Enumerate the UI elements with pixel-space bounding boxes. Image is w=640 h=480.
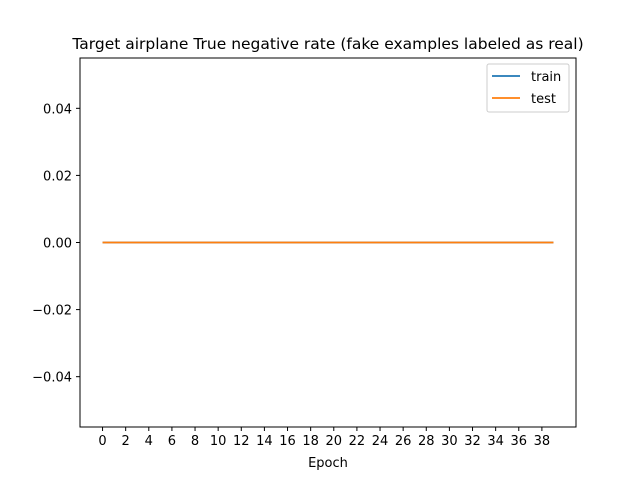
x-tick-label: 28 bbox=[418, 434, 435, 449]
x-tick-label: 26 bbox=[395, 434, 412, 449]
x-tick-label: 24 bbox=[372, 434, 389, 449]
x-tick-label: 4 bbox=[145, 434, 153, 449]
legend: train test bbox=[486, 63, 570, 113]
x-axis-ticks: 0 2 4 6 8 10 12 14 16 18 20 22 24 26 28 30 32 34 36 38 bbox=[98, 427, 550, 449]
chart-title: Target airplane True negative rate (fake… bbox=[71, 35, 583, 53]
y-tick-label: 0.04 bbox=[43, 102, 72, 117]
x-tick-label: 12 bbox=[233, 434, 250, 449]
y-tick-label: −0.04 bbox=[32, 371, 72, 386]
x-tick-label: 32 bbox=[464, 434, 481, 449]
x-tick-label: 36 bbox=[510, 434, 527, 449]
legend-label-test: test bbox=[531, 92, 556, 107]
y-tick-label: −0.02 bbox=[32, 304, 72, 319]
x-tick-label: 20 bbox=[326, 434, 343, 449]
x-tick-label: 22 bbox=[349, 434, 366, 449]
x-tick-label: 0 bbox=[98, 434, 106, 449]
x-tick-label: 38 bbox=[534, 434, 551, 449]
x-tick-label: 18 bbox=[302, 434, 319, 449]
y-tick-label: 0.02 bbox=[43, 169, 72, 184]
x-tick-label: 14 bbox=[256, 434, 273, 449]
x-axis-label: Epoch bbox=[308, 456, 348, 471]
legend-label-train: train bbox=[531, 70, 561, 85]
x-tick-label: 2 bbox=[122, 434, 130, 449]
x-tick-label: 10 bbox=[210, 434, 227, 449]
x-tick-label: 34 bbox=[487, 434, 504, 449]
x-tick-label: 6 bbox=[168, 434, 176, 449]
y-axis-ticks: −0.04 −0.02 0.00 0.02 0.04 bbox=[32, 102, 80, 386]
x-tick-label: 8 bbox=[191, 434, 199, 449]
x-tick-label: 16 bbox=[279, 434, 296, 449]
x-tick-label: 30 bbox=[441, 434, 458, 449]
y-tick-label: 0.00 bbox=[43, 237, 72, 252]
